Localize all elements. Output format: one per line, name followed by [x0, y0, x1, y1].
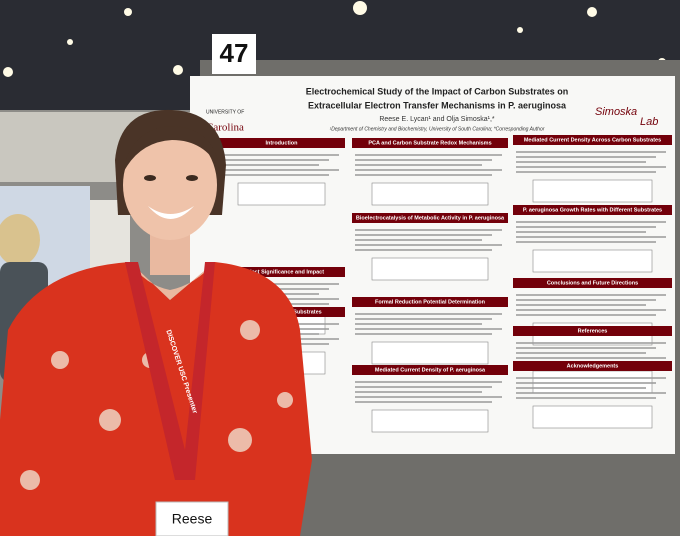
lab-logo: Lab — [640, 116, 658, 128]
ceiling-lights — [3, 1, 666, 77]
section-header — [513, 278, 672, 288]
section-title: Mediated Current Density Across Carbon S… — [524, 137, 661, 143]
figure — [371, 341, 489, 365]
figure — [532, 249, 653, 273]
section-title: Conclusions and Future Directions — [547, 280, 638, 286]
section-title: Substrates — [293, 309, 321, 315]
section-header — [513, 205, 672, 215]
figure — [532, 179, 653, 203]
poster-affiliation: ¹Department of Chemistry and Biochemistr… — [330, 126, 545, 132]
section-title: Acknowledgements — [567, 363, 619, 369]
section-title: Mediated Current Density of P. aeruginos… — [375, 367, 486, 373]
section-header — [352, 365, 508, 375]
figure — [371, 257, 489, 281]
poster-title: Extracellular Electron Transfer Mechanis… — [308, 100, 567, 110]
section-header — [352, 138, 508, 148]
section-title: Bioelectrocatalysis of Metabolic Activit… — [356, 215, 505, 221]
section-header — [352, 297, 508, 307]
section-title: Formal Reduction Potential Determination — [375, 299, 486, 305]
section-header — [513, 135, 672, 145]
figure — [371, 182, 489, 206]
section-title: References — [578, 328, 608, 334]
section-title: Project Significance and Impact — [241, 269, 324, 275]
logo-text: UNIVERSITY OF — [206, 109, 244, 115]
poster-authors: Reese E. Lycan¹ and Olja Simoska¹,* — [379, 116, 495, 123]
presenter — [0, 109, 312, 536]
section-header — [513, 326, 672, 336]
name-tag — [155, 501, 229, 536]
figure — [237, 182, 326, 206]
bystander — [0, 214, 40, 266]
logo-text: Carolina — [206, 122, 244, 134]
figure — [532, 405, 653, 429]
section-header — [218, 138, 345, 148]
board-number: 47 — [220, 38, 249, 68]
section-title: P. aeruginosa Growth Rates with Differen… — [523, 207, 662, 213]
section-header — [513, 361, 672, 371]
name-tag-text: Reese — [172, 511, 213, 527]
figure — [532, 370, 653, 394]
lab-logo: Simoska — [595, 106, 637, 118]
figure — [371, 409, 489, 433]
poster-title: Electrochemical Study of the Impact of C… — [306, 86, 569, 96]
section-header — [352, 213, 508, 223]
section-header — [220, 267, 345, 277]
section-title: Introduction — [265, 140, 298, 146]
section-title: PCA and Carbon Substrate Redox Mechanism… — [368, 140, 491, 146]
number-card — [212, 34, 256, 74]
section-header — [270, 307, 345, 317]
